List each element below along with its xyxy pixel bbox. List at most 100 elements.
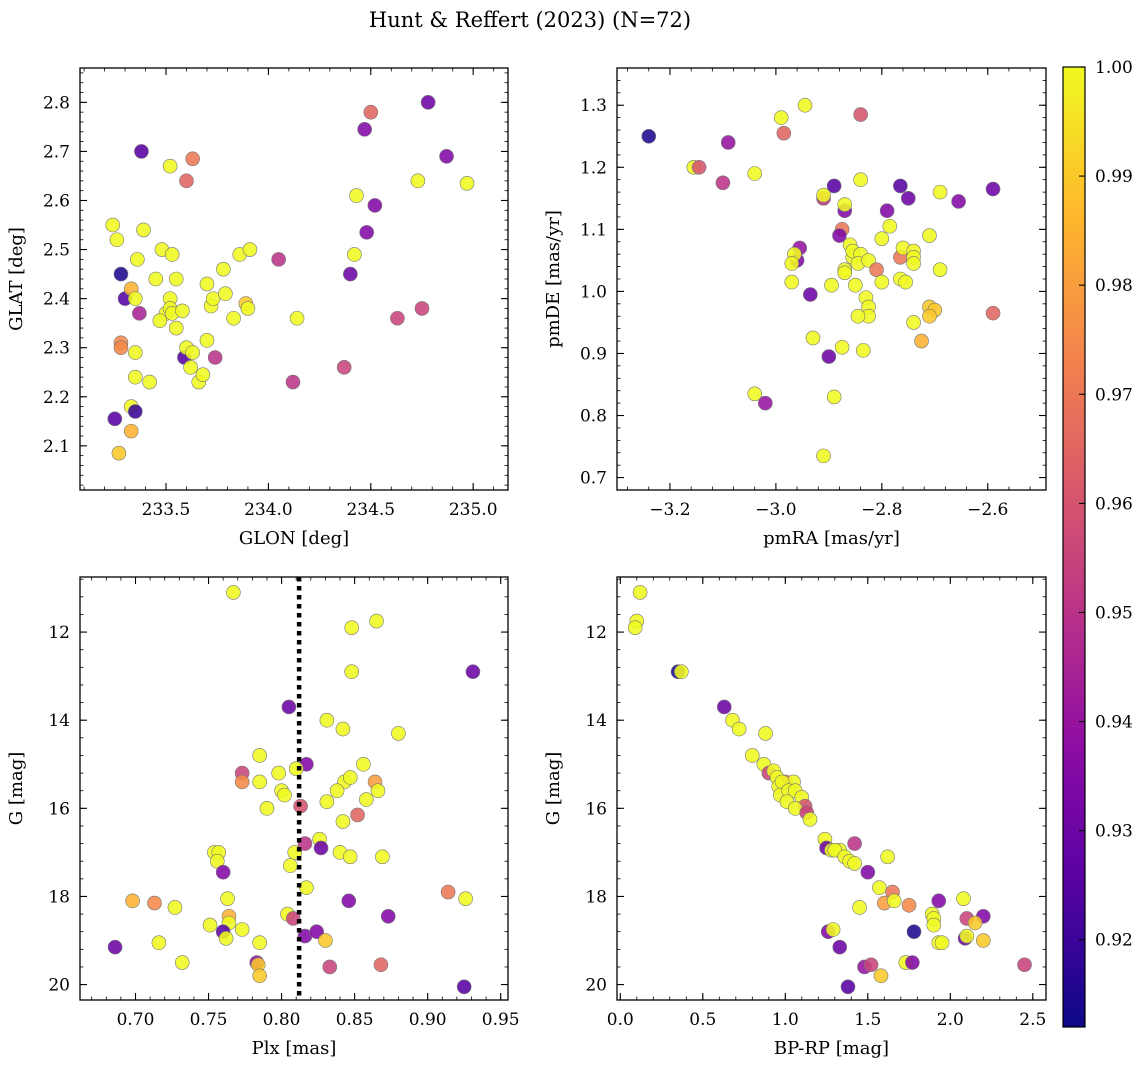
data-point [281,699,297,715]
data-point [797,97,813,113]
data-point [985,181,1001,197]
data-point [905,955,920,970]
y-tick-label: 20 [585,976,607,996]
data-point [1017,957,1032,973]
data-point [975,933,991,948]
x-tick-label: −2.8 [861,500,902,520]
x-tick-label: 0.95 [482,1010,520,1030]
data-point [837,197,853,212]
data-point [309,924,324,940]
y-tick-label: 0.7 [580,469,607,489]
data-point [926,917,942,933]
x-tick-label: 0.70 [117,1010,155,1030]
data-point [350,807,365,823]
x-tick-label: −3.2 [649,500,690,520]
y-tick-label: 1.3 [580,96,607,116]
data-point [335,814,351,829]
data-point [127,404,143,419]
data-point [226,310,241,326]
data-point [313,840,329,856]
y-tick-label: 1.2 [580,158,607,178]
y-tick-label: 18 [585,887,607,907]
data-point [107,411,123,427]
data-point [922,308,937,324]
data-point [824,277,839,293]
data-point [632,585,648,600]
data-point [336,360,352,375]
data-point [757,395,773,411]
y-tick-label: 2.4 [43,290,70,310]
data-point [342,770,358,785]
data-point [142,374,157,390]
colorbar-tick-label: 0.99 [1095,167,1133,187]
data-point [832,939,848,955]
data-point [776,125,792,141]
data-point [318,933,333,948]
data-point [363,104,379,120]
panel-pm: −3.2 −3.0 −2.8 −2.6 0.7 0.8 0.9 1.0 1.1 1.2 1.3 pmR… [543,67,1047,549]
panel-points [105,95,475,461]
y-tick-label: 2.2 [43,388,70,408]
data-point [816,187,831,203]
data-point [853,107,868,122]
data-point [863,957,879,973]
data-point [207,350,223,365]
x-tick-label: 234.5 [346,500,395,520]
data-point [784,274,800,290]
data-point [879,203,895,219]
data-point [285,374,301,390]
data-point [850,308,866,324]
data-point [914,333,929,349]
data-point [860,864,876,880]
data-point [420,95,436,110]
data-point [271,765,286,781]
colorbar-tick-label: 0.94 [1095,713,1133,733]
x-tick-label: −3.0 [755,500,796,520]
y-tick-label: 2.8 [43,93,70,113]
panel-points [641,97,1001,464]
data-point [922,228,937,243]
data-point [105,217,121,233]
figure-title: Hunt & Reffert (2023) (N=72) [369,8,691,32]
data-point [956,891,971,906]
data-point [852,900,867,915]
data-point [934,935,950,951]
data-point [906,924,922,940]
colorbar-tick-label: 1.00 [1095,58,1133,78]
data-point [199,333,215,348]
y-axis-label: pmDE [mas/yr] [543,210,564,348]
data-point [132,306,147,321]
y-tick-label: 2.1 [43,437,70,457]
data-point [816,448,831,464]
panel-cmd: 0.0 0.5 1.0 1.5 2.0 2.5 12 14 16 18 20 BP-RP [mag] G… [543,576,1047,1059]
x-tick-label: 0.90 [409,1010,447,1030]
data-point [195,367,211,382]
x-axis-label: GLON [deg] [239,528,349,549]
data-point [880,849,895,865]
data-point [220,891,235,906]
data-point [832,228,847,243]
data-point [288,761,304,776]
y-tick-label: 20 [48,976,70,996]
data-point [932,184,948,200]
data-point [773,110,789,125]
data-point [716,699,732,715]
data-point [805,330,821,346]
data-point [357,122,372,137]
data-point [440,884,456,900]
data-point [873,968,889,984]
data-point [123,423,139,439]
data-point [627,620,643,635]
data-point [821,349,837,364]
data-point [872,880,887,895]
x-tick-label: 0.5 [689,1010,716,1030]
y-axis-label: GLAT [deg] [6,227,27,331]
data-point [458,891,473,906]
data-point [853,172,868,188]
data-point [285,911,301,926]
y-tick-label: 2.6 [43,191,70,211]
data-point [370,783,386,799]
data-point [205,291,221,306]
x-tick-label: 0.80 [263,1010,301,1030]
